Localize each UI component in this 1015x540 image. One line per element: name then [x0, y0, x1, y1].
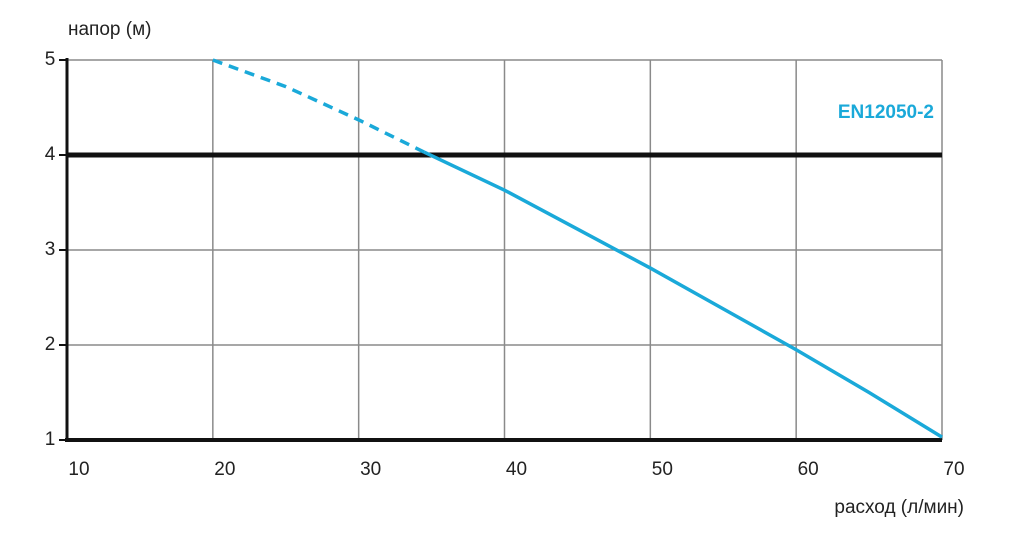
- y-tick-label: 1: [45, 429, 56, 450]
- legend-label: EN12050-2: [838, 102, 934, 123]
- series-line: [212, 58, 426, 154]
- x-tick-label: 30: [360, 459, 381, 480]
- x-tick-label: 50: [652, 459, 673, 480]
- series-line: [423, 150, 943, 439]
- y-tick-label: 5: [45, 49, 56, 70]
- y-tick-label: 2: [45, 334, 56, 355]
- x-tick-label: 20: [214, 459, 235, 480]
- y-tick-label: 4: [45, 144, 56, 165]
- x-tick-label: 10: [68, 459, 89, 480]
- x-axis-label: расход (л/мин): [834, 497, 964, 518]
- y-tick-label: 3: [45, 239, 56, 260]
- x-tick-label: 60: [798, 459, 819, 480]
- y-axis-label: напор (м): [68, 19, 151, 40]
- x-tick-label: 40: [506, 459, 527, 480]
- x-tick-label: 70: [943, 459, 964, 480]
